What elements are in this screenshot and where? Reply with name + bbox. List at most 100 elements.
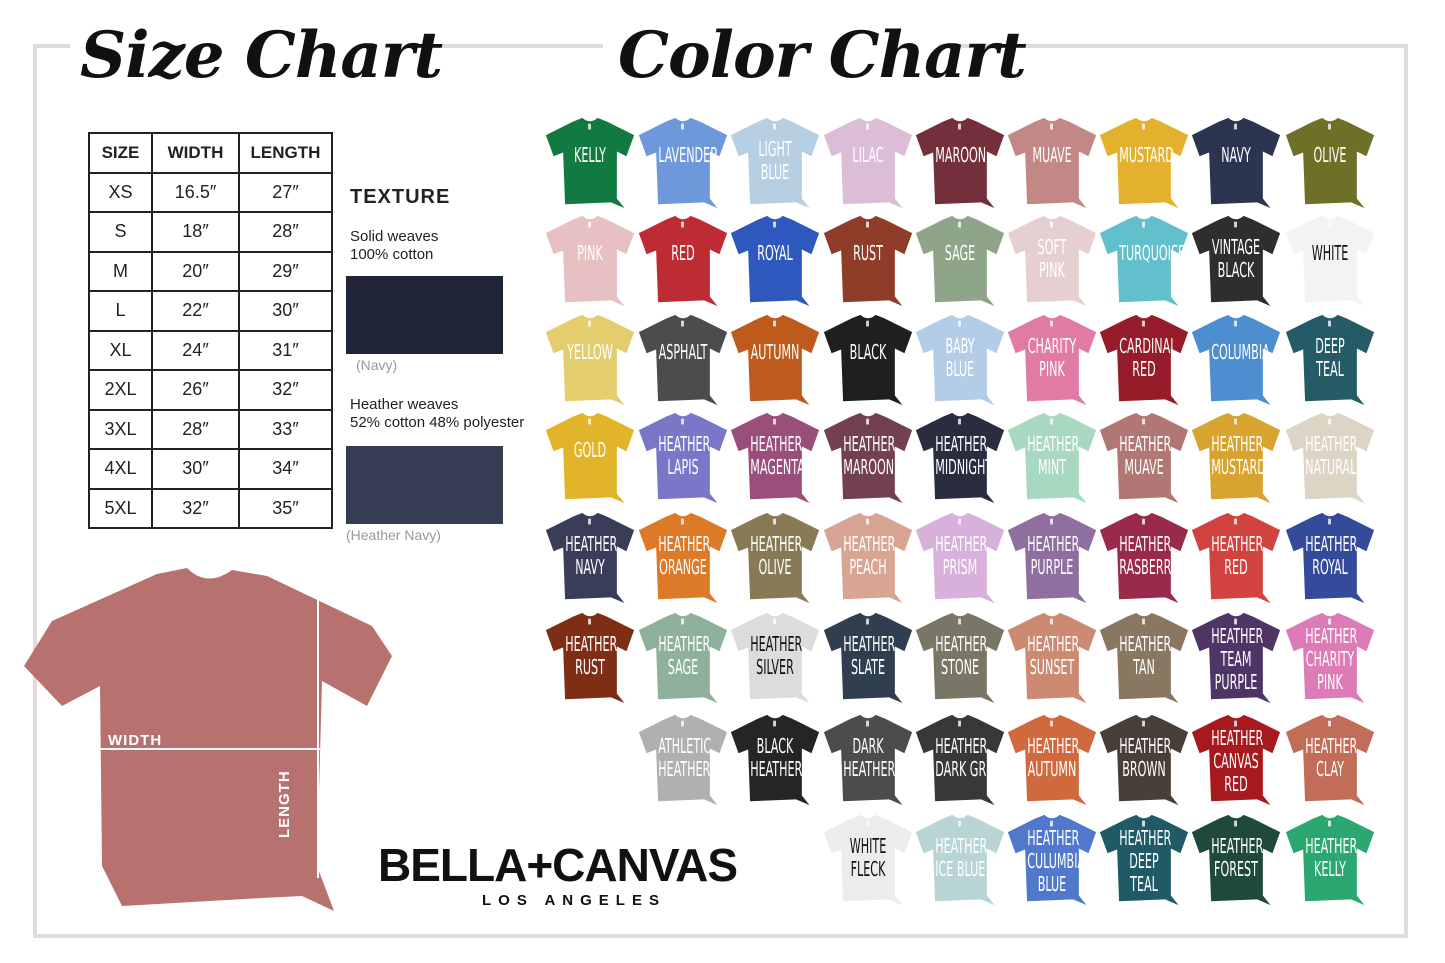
solid-line2: 100% cotton [350, 246, 434, 263]
tshirt-icon [1007, 714, 1097, 806]
color-swatch-shirt: NAVY [1188, 116, 1284, 210]
color-name: HEATHER ROYAL [1305, 532, 1358, 579]
size-table: SIZE WIDTH LENGTH XS 16.5″ 27″ S 18″ 28″ M 20″ 2… [88, 132, 333, 529]
color-name: COLUMBIA [1211, 340, 1270, 364]
measurement-shirt: WIDTH LENGTH [22, 566, 394, 916]
tshirt-icon [1191, 215, 1281, 307]
tshirt-icon [1007, 117, 1097, 209]
color-swatch-shirt: HEATHER DARK GREY [912, 713, 1008, 807]
tshirt-icon [1099, 314, 1189, 406]
color-name: WHITE [1311, 241, 1349, 265]
tshirt-icon [1007, 814, 1097, 906]
solid-swatch [346, 276, 503, 354]
brand-logo: BELLA+CANVAS [378, 839, 738, 891]
tshirt-icon [1099, 714, 1189, 806]
color-name: TURQUOISE [1119, 241, 1186, 265]
color-name: RUST [853, 241, 883, 265]
color-swatch-shirt: HEATHER RUST [542, 611, 638, 705]
tshirt-icon [730, 612, 820, 704]
cell-length: 33″ [238, 408, 333, 450]
cell-length: 34″ [238, 448, 333, 490]
solid-line1: Solid weaves [350, 228, 439, 245]
cell-length: 30″ [238, 290, 333, 332]
tshirt-icon [1191, 512, 1281, 604]
cell-size: 2XL [88, 369, 153, 411]
color-swatch-shirt: HEATHER OLIVE [727, 511, 823, 605]
color-name: HEATHER AUTUMN [1027, 734, 1080, 781]
heather-caption: (Heather Navy) [346, 527, 441, 543]
color-name: HEATHER CULUMBIA BLUE [1027, 826, 1086, 896]
tshirt-icon [915, 117, 1005, 209]
color-name: HEATHER RED [1211, 532, 1264, 579]
tshirt-icon [730, 215, 820, 307]
size-row: L 22″ 30″ [88, 290, 333, 332]
tshirt-icon [730, 314, 820, 406]
color-name: LILAC [852, 143, 884, 167]
color-swatch-shirt: RED [635, 214, 731, 308]
color-swatch-shirt: HEATHER TEAM PURPLE [1188, 611, 1284, 705]
color-swatch-shirt: HEATHER CHARITY PINK [1282, 611, 1378, 705]
cell-size: S [88, 211, 153, 253]
cell-width: 26″ [151, 369, 240, 411]
size-row: 5XL 32″ 35″ [88, 487, 333, 529]
tshirt-icon [1099, 612, 1189, 704]
color-name: ASPHALT [658, 340, 708, 364]
color-swatch-shirt: HEATHER STONE [912, 611, 1008, 705]
tshirt-icon [638, 117, 728, 209]
header-width: WIDTH [151, 132, 240, 174]
color-name: WHITE FLECK [849, 834, 887, 881]
color-swatch-shirt: DARK HEATHER [820, 713, 916, 807]
tshirt-icon [638, 512, 728, 604]
color-name: HEATHER KELLY [1305, 834, 1358, 881]
tshirt-icon [1099, 117, 1189, 209]
color-swatch-shirt: HEATHER MAGENTA [727, 411, 823, 505]
color-name: BLACK HEATHER [750, 734, 803, 781]
color-name: HEATHER ICE BLUE [935, 834, 988, 881]
tshirt-icon [1285, 612, 1375, 704]
shirt-diagram-icon [24, 568, 392, 911]
cell-length: 32″ [238, 369, 333, 411]
tshirt-icon [823, 714, 913, 806]
color-swatch-shirt: HEATHER TAN [1096, 611, 1192, 705]
color-swatch-shirt: KELLY [542, 116, 638, 210]
color-name: HEATHER CHARITY PINK [1305, 624, 1358, 694]
tshirt-icon [1285, 512, 1375, 604]
tshirt-icon [730, 714, 820, 806]
width-label: WIDTH [108, 732, 163, 749]
color-swatch-shirt: HEATHER DEEP TEAL [1096, 813, 1192, 907]
cell-width: 18″ [151, 211, 240, 253]
color-name: HEATHER PURPLE [1027, 532, 1080, 579]
color-swatch-shirt: LAVENDER [635, 116, 731, 210]
color-name: KELLY [574, 143, 606, 167]
color-swatch-shirt: HEATHER NATURAL [1282, 411, 1378, 505]
tshirt-icon [638, 215, 728, 307]
color-swatch-shirt: BLACK HEATHER [727, 713, 823, 807]
color-swatch-shirt: YELLOW [542, 313, 638, 407]
tshirt-icon [545, 412, 635, 504]
tshirt-icon [823, 215, 913, 307]
color-name: HEATHER LAPIS [658, 432, 711, 479]
tshirt-icon [1099, 814, 1189, 906]
color-swatch-shirt: HEATHER AUTUMN [1004, 713, 1100, 807]
tshirt-icon [545, 612, 635, 704]
heather-line1: Heather weaves [350, 396, 459, 413]
color-swatch-shirt: LILAC [820, 116, 916, 210]
cell-length: 27″ [238, 171, 333, 213]
tshirt-icon [823, 612, 913, 704]
color-name: HEATHER CLAY [1305, 734, 1358, 781]
color-name: HEATHER NATURAL [1305, 432, 1358, 479]
color-swatch-shirt: CARDINAL RED [1096, 313, 1192, 407]
tshirt-icon [1285, 117, 1375, 209]
color-name: GOLD [573, 438, 607, 462]
tshirt-icon [730, 117, 820, 209]
cell-width: 22″ [151, 290, 240, 332]
color-swatch-shirt: AUTUMN [727, 313, 823, 407]
color-name: MUAVE [1032, 143, 1072, 167]
tshirt-icon [915, 314, 1005, 406]
tshirt-icon [1285, 412, 1375, 504]
color-swatch-shirt: HEATHER MAROON [820, 411, 916, 505]
color-name: HEATHER MUSTARD [1211, 432, 1266, 479]
header-length: LENGTH [238, 132, 333, 174]
tshirt-icon [1285, 215, 1375, 307]
header-size: SIZE [88, 132, 153, 174]
